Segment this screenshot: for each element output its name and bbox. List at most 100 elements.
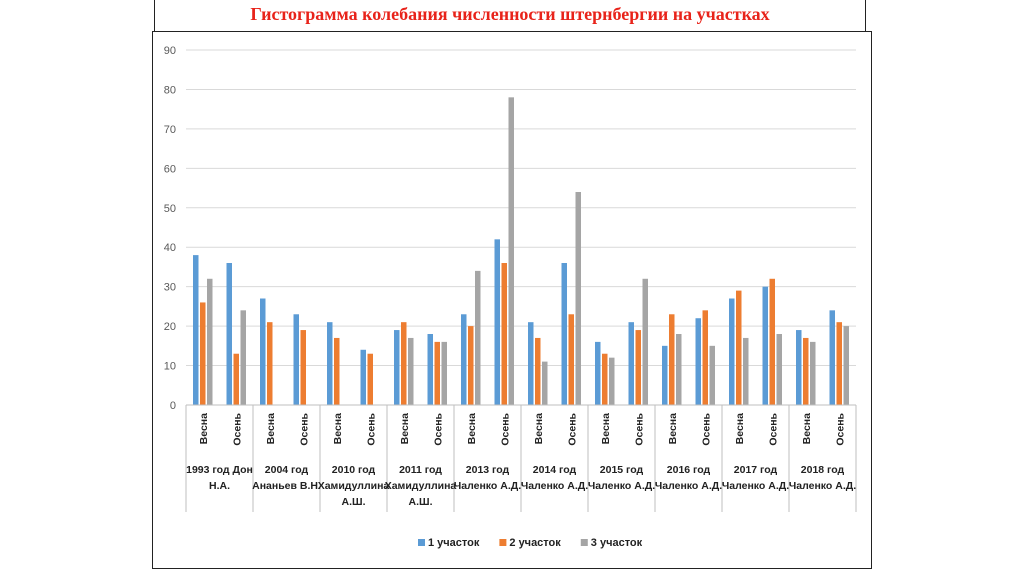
group-label: А.Ш. — [342, 496, 366, 508]
bar-1-7 — [394, 330, 400, 405]
season-label: Осень — [298, 412, 310, 445]
bar-2-18 — [769, 278, 775, 405]
group-label: А.Ш. — [409, 496, 433, 508]
season-label: Осень — [499, 412, 511, 445]
bar-2-13 — [602, 353, 608, 405]
season-label: Осень — [834, 412, 846, 445]
bar-3-1 — [207, 278, 213, 405]
group-label: 2018 год — [801, 464, 845, 476]
season-label: Весна — [801, 413, 813, 444]
season-label: Весна — [600, 413, 612, 444]
season-label: Весна — [198, 413, 210, 444]
bars — [193, 97, 849, 405]
group-label: Ананьев В.Н. — [252, 480, 321, 492]
bar-1-16 — [695, 318, 701, 405]
group-label: 2010 год — [332, 464, 376, 476]
bar-1-17 — [729, 298, 735, 405]
season-label: Весна — [265, 413, 277, 444]
season-label: Осень — [365, 412, 377, 445]
season-label: Осень — [633, 412, 645, 445]
bar-2-3 — [267, 322, 273, 405]
bar-3-13 — [609, 357, 615, 405]
group-label: 2016 год — [667, 464, 711, 476]
bar-2-10 — [501, 263, 507, 405]
group-label: Хамидуллина — [318, 480, 390, 492]
group-label: Чаленко А.Д. — [789, 480, 856, 492]
season-label: Весна — [332, 413, 344, 444]
bar-3-20 — [843, 326, 849, 405]
season-label: Весна — [734, 413, 746, 444]
bar-3-11 — [542, 361, 548, 405]
group-label: 2015 год — [600, 464, 644, 476]
bar-1-3 — [260, 298, 266, 405]
season-label: Осень — [231, 412, 243, 445]
group-label: Чаленко А.Д. — [655, 480, 722, 492]
season-label: Весна — [533, 413, 545, 444]
bar-1-2 — [226, 263, 232, 405]
y-tick-label: 90 — [164, 45, 176, 57]
bar-1-4 — [293, 314, 299, 405]
legend: 1 участок 2 участок 3 участок — [418, 537, 643, 549]
bar-1-8 — [427, 334, 433, 405]
bar-1-6 — [360, 349, 366, 405]
axes — [185, 404, 857, 512]
bar-2-8 — [434, 341, 440, 405]
season-label: Весна — [466, 413, 478, 444]
bar-2-17 — [736, 290, 742, 405]
bar-1-13 — [595, 341, 601, 405]
group-label: 2004 год — [265, 464, 309, 476]
bar-3-15 — [676, 334, 682, 405]
bar-2-15 — [669, 314, 675, 405]
y-tick-label: 30 — [164, 282, 176, 294]
bar-1-20 — [829, 310, 835, 405]
y-tick-label: 80 — [164, 84, 176, 96]
bar-2-16 — [702, 310, 708, 405]
season-label: Осень — [566, 412, 578, 445]
bar-2-5 — [334, 337, 340, 405]
bar-2-1 — [200, 302, 206, 405]
group-label: Чаленко А.Д. — [521, 480, 588, 492]
bar-2-7 — [401, 322, 407, 405]
group-label: 2014 год — [533, 464, 577, 476]
bar-1-9 — [461, 314, 467, 405]
bar-1-12 — [561, 263, 567, 405]
chart-title: Гистограмма колебания численности штернб… — [250, 4, 770, 24]
bar-3-9 — [475, 270, 481, 405]
season-label: Осень — [700, 412, 712, 445]
bar-2-12 — [568, 314, 574, 405]
group-label: 2017 год — [734, 464, 778, 476]
bar-1-19 — [796, 330, 802, 405]
bar-3-7 — [408, 337, 414, 405]
bar-1-10 — [494, 239, 500, 405]
bar-3-12 — [575, 192, 581, 405]
bar-3-19 — [810, 341, 816, 405]
legend-label-1: 1 участок — [428, 537, 480, 549]
legend-label-3: 3 участок — [591, 537, 643, 549]
y-tick-label: 60 — [164, 163, 176, 175]
group-label: Чаленко А.Д. — [588, 480, 655, 492]
season-label: Весна — [399, 413, 411, 444]
legend-swatch-2 — [499, 539, 507, 546]
bar-3-8 — [441, 341, 447, 405]
bar-1-11 — [528, 322, 534, 405]
y-tick-label: 0 — [170, 400, 176, 412]
y-tick-label: 50 — [164, 203, 176, 215]
group-label: Н.А. — [209, 480, 230, 492]
y-tick-label: 70 — [164, 124, 176, 136]
group-label: 2013 год — [466, 464, 510, 476]
legend-swatch-3 — [580, 539, 588, 546]
bar-2-19 — [803, 337, 809, 405]
bar-3-10 — [508, 97, 514, 405]
group-label: 2011 год — [399, 464, 442, 476]
bar-3-2 — [240, 310, 246, 405]
y-tick-label: 20 — [164, 321, 176, 333]
y-tick-label: 10 — [164, 361, 176, 373]
bar-2-20 — [836, 322, 842, 405]
bar-1-15 — [662, 345, 668, 405]
season-label: Весна — [667, 413, 679, 444]
axis-labels: 0 10 20 30 40 50 60 70 80 90 Весна Осень 1993 год До… — [164, 45, 856, 508]
bar-2-4 — [300, 330, 306, 405]
y-tick-label: 40 — [164, 242, 176, 254]
legend-label-2: 2 участок — [509, 537, 561, 549]
